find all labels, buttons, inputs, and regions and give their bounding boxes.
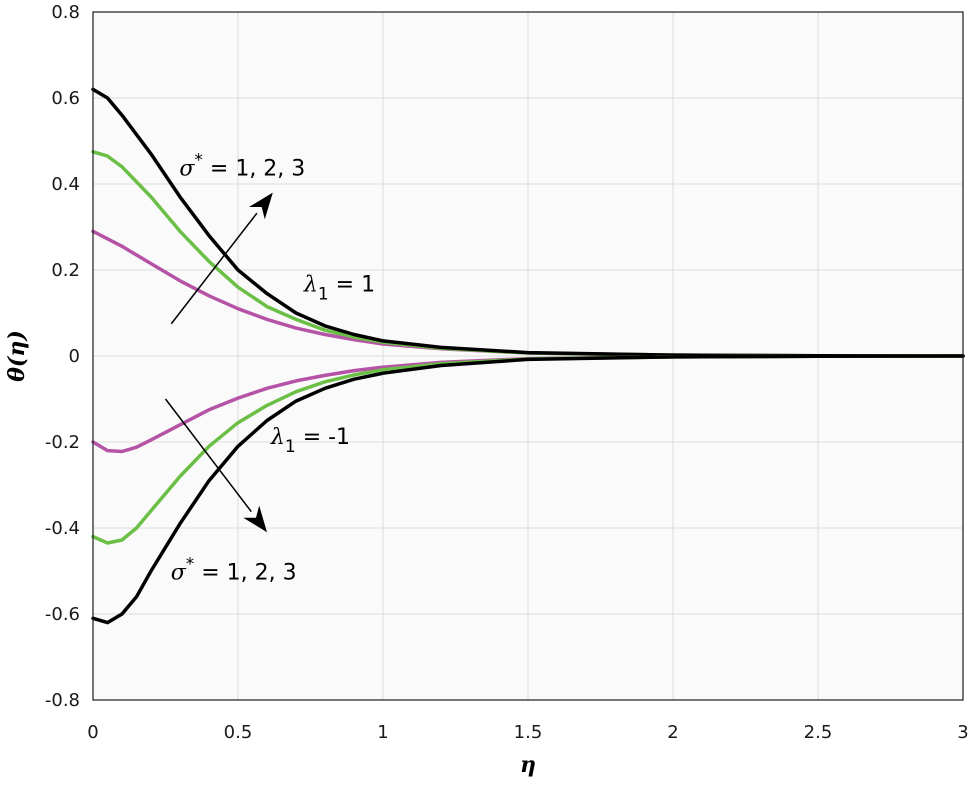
x-tick-label: 2	[667, 722, 678, 743]
series-line-6	[91, 354, 965, 625]
lambda-annotation-bottom: λ1 = -1	[270, 425, 350, 457]
y-tick-labels: -0.8 -0.6 -0.4 -0.2 0 0.2 0.4 0.6 0.8	[45, 2, 80, 711]
y-tick-label: 0	[69, 346, 80, 367]
arrow-up-shaft	[170, 212, 258, 325]
y-tick-label: -0.2	[45, 432, 80, 453]
x-tick-label: 0	[87, 722, 98, 743]
x-tick-label: 3	[957, 722, 968, 743]
x-tick-label: 1	[377, 722, 388, 743]
annotations: σ* = 1, 2, 3 λ1 = 1 λ1 = -1 σ* = 1, 2, 3	[171, 150, 375, 585]
y-tick-label: 0.8	[51, 2, 80, 23]
arrow-up-head	[249, 192, 273, 220]
arrow-down-shaft	[164, 398, 252, 513]
series-line-3	[91, 87, 965, 358]
x-tick-label: 0.5	[224, 722, 253, 743]
y-tick-label: -0.8	[45, 690, 80, 711]
x-tick-labels: 0 0.5 1 1.5 2 2.5 3	[87, 722, 968, 743]
sigma-annotation-bottom: σ* = 1, 2, 3	[171, 555, 297, 586]
sigma-annotation-top: σ* = 1, 2, 3	[179, 150, 305, 181]
y-tick-label: 0.4	[51, 174, 80, 195]
y-tick-label: 0.6	[51, 88, 80, 109]
plot-frame	[92, 11, 964, 701]
curves	[91, 87, 965, 625]
x-tick-label: 2.5	[804, 722, 833, 743]
x-tick-label: 1.5	[514, 722, 543, 743]
y-tick-label: 0.2	[51, 260, 80, 281]
lambda-annotation-top: λ1 = 1	[303, 273, 375, 305]
y-tick-label: -0.6	[45, 604, 80, 625]
arrow-down-head	[243, 505, 267, 533]
arrows	[164, 192, 273, 533]
y-tick-label: -0.4	[45, 518, 80, 539]
x-axis-label: η	[520, 752, 536, 778]
y-axis-label: θ(η)	[4, 330, 30, 382]
grid-lines	[93, 12, 963, 700]
